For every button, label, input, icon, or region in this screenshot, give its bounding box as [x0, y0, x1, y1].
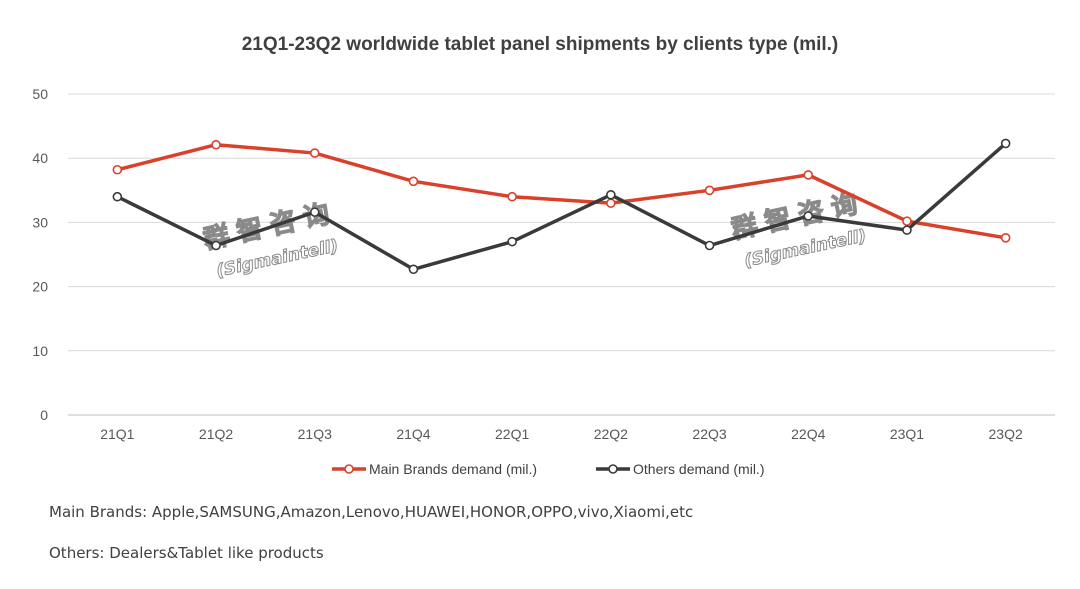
data-point: [507, 236, 517, 247]
y-tick-label: 10: [32, 343, 48, 359]
legend-item: Others demand (mil.): [596, 461, 764, 477]
y-tick-label: 0: [40, 407, 48, 423]
y-tick-label: 40: [32, 150, 48, 166]
series-1: [112, 139, 1011, 243]
y-axis-ticks: 0 10 20 30 40 50: [32, 86, 48, 423]
data-point: [902, 225, 912, 235]
data-point: [408, 176, 419, 187]
legend-marker: [344, 464, 354, 474]
y-tick-label: 50: [32, 86, 48, 102]
legend-marker: [608, 464, 618, 474]
x-tick-label: 22Q2: [594, 426, 628, 442]
data-point: [803, 211, 814, 221]
data-point: [902, 216, 912, 226]
x-tick-label: 22Q1: [495, 426, 529, 442]
x-tick-label: 21Q3: [298, 426, 332, 442]
chart-title: 21Q1-23Q2 worldwide tablet panel shipmen…: [242, 34, 839, 55]
data-point: [606, 189, 616, 200]
data-point: [606, 198, 616, 208]
y-tick-label: 20: [32, 279, 48, 295]
data-point: [112, 164, 123, 175]
series-line: [115, 141, 1008, 272]
data-point: [309, 148, 320, 158]
data-point: [309, 207, 320, 217]
data-point: [507, 191, 517, 202]
data-point: [211, 139, 221, 150]
data-point: [803, 170, 814, 180]
data-point: [112, 191, 123, 202]
y-tick-label: 30: [32, 214, 48, 230]
data-point: [211, 240, 221, 251]
x-tick-label: 23Q2: [989, 426, 1023, 442]
legend: Main Brands demand (mil.) Others demand (…: [332, 461, 764, 477]
gridlines: [68, 93, 1055, 416]
series-2: [112, 138, 1011, 275]
x-tick-label: 22Q4: [791, 426, 825, 442]
legend-label: Main Brands demand (mil.): [369, 461, 537, 477]
x-tick-label: 21Q1: [100, 426, 134, 442]
series-line: [115, 142, 1008, 240]
data-point: [704, 240, 715, 251]
legend-label: Others demand (mil.): [633, 461, 764, 477]
x-tick-label: 21Q2: [199, 426, 233, 442]
line-chart: 21Q1-23Q2 worldwide tablet panel shipmen…: [32, 34, 1055, 477]
data-point: [408, 264, 419, 275]
x-tick-label: 21Q4: [396, 426, 430, 442]
series-layer: [112, 138, 1011, 275]
others-note: Others: Dealers&Tablet like products: [49, 544, 324, 562]
data-point: [1000, 233, 1011, 243]
watermarks: 群智咨询 (Sigmaintell) 群智咨询 (Sigmaintell): [199, 186, 869, 282]
data-point: [1000, 138, 1011, 149]
main-brands-note: Main Brands: Apple,SAMSUNG,Amazon,Lenovo…: [49, 503, 694, 521]
x-tick-label: 23Q1: [890, 426, 924, 442]
watermark-right: 群智咨询 (Sigmaintell): [727, 186, 869, 272]
x-tick-label: 22Q3: [692, 426, 726, 442]
x-axis-ticks: 21Q1 21Q2 21Q3 21Q4 22Q1 22Q2 22Q3 22Q4 23Q1 23Q2: [100, 426, 1023, 442]
data-point: [704, 185, 715, 196]
legend-item: Main Brands demand (mil.): [332, 461, 537, 477]
watermark-left: 群智咨询 (Sigmaintell): [199, 196, 341, 282]
